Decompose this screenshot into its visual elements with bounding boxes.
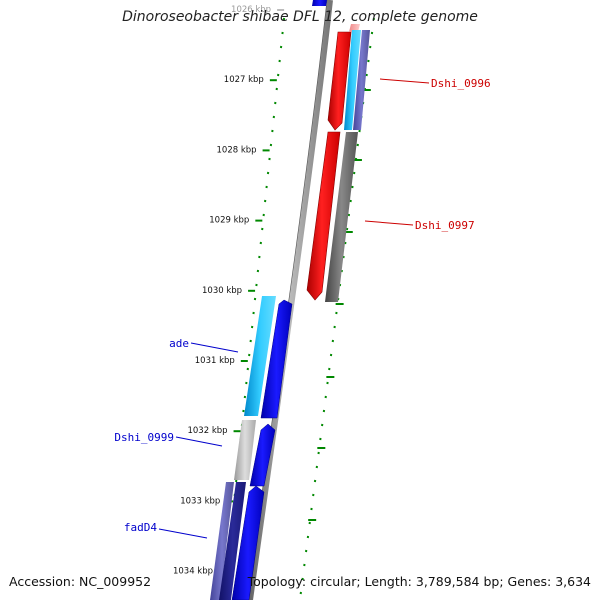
gene-label-dshi-0999[interactable]: Dshi_0999 [114,431,174,444]
leader-dshi-0999 [176,437,222,446]
scale-tick-label: 1027 kbp [224,75,264,85]
leader-dshi-0997 [365,221,413,225]
gene-label-dshi-0997[interactable]: Dshi_0997 [415,219,475,232]
gene-labels: Dshi_0996 Dshi_0997 ade Dshi_0999 fadD4 [114,77,490,534]
scale-tick-label: 1028 kbp [217,145,257,155]
leader-fadd4 [159,529,207,538]
gene-label-fadd4[interactable]: fadD4 [124,521,157,534]
scale-tick-label: 1030 kbp [202,286,242,296]
gene-label-lines [159,79,429,538]
leader-ade [191,343,238,352]
accession-text: Accession: NC_009952 [9,574,151,589]
scale-tick-label: 1032 kbp [187,426,227,436]
gene-label-dshi-0996[interactable]: Dshi_0996 [431,77,491,90]
leader-dshi-0996 [380,79,429,83]
scale-tick-label: 1031 kbp [195,356,235,366]
scale-tick-label: 1033 kbp [180,496,220,506]
topology-text: Topology: circular; Length: 3,789,584 bp… [248,574,591,589]
gene-label-ade[interactable]: ade [169,337,189,350]
feature-top-stub [312,0,327,6]
scale-tick-label: 1029 kbp [209,216,249,226]
map-title: Dinoroseobacter shibae DFL 12, complete … [0,9,600,25]
scale-tick-label: 1034 kbp [173,567,213,577]
reverse-strand-features [307,0,370,302]
